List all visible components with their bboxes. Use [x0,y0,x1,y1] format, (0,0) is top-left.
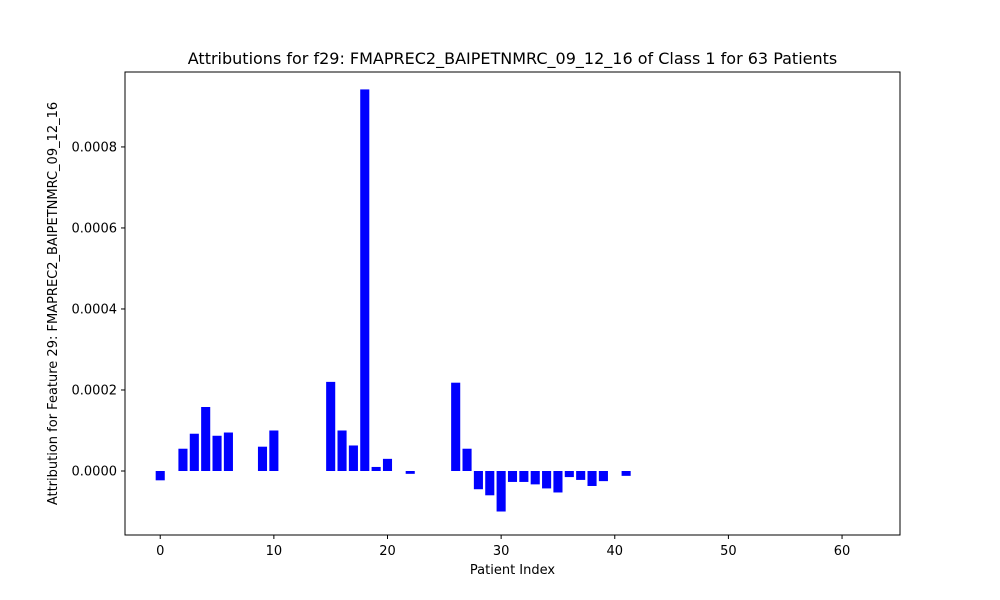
bar-patient-17 [348,445,358,471]
bar-patient-6 [223,432,233,471]
bar-patient-31 [507,471,518,482]
bar-patient-33 [530,471,540,485]
bar-patient-3 [189,433,199,471]
bar-patient-39 [598,471,608,482]
bar-patient-18 [360,89,370,472]
bar-patient-32 [519,471,529,482]
y-axis: 0.0000 0.0002 0.0004 0.0006 0.0008 [72,140,125,479]
bar-patient-38 [587,471,597,486]
bar-patient-37 [576,471,586,480]
bar-patient-36 [564,471,574,478]
bar-patient-9 [257,446,268,471]
x-tick-label: 60 [834,544,851,559]
bar-patient-2 [178,448,188,471]
bar-patient-16 [337,430,347,471]
y-tick-label: 0.0006 [72,221,118,236]
plot-frame [124,71,901,536]
bar-patient-30 [496,471,506,512]
x-axis-label: Patient Index [470,563,555,578]
bar-patient-27 [462,448,472,471]
bar-patient-5 [212,435,222,471]
bar-patient-0 [155,471,165,481]
bar-patient-29 [485,471,495,496]
bar-patient-15 [326,381,336,471]
y-axis-label: Attribution for Feature 29: FMAPREC2_BAI… [46,102,61,505]
y-tick-label: 0.0004 [72,302,118,317]
x-tick-label: 30 [493,544,510,559]
bar-patient-19 [371,466,381,471]
bar-patient-22 [405,471,415,474]
bar-patient-35 [553,471,563,493]
y-tick-label: 0.0002 [72,383,118,398]
bar-patient-20 [382,458,393,471]
bar-patient-4 [201,407,211,471]
x-axis: 0 10 20 30 40 50 60 [156,535,850,559]
bar-patient-28 [473,471,483,490]
x-tick-label: 10 [266,544,283,559]
y-tick-label: 0.0008 [72,140,118,155]
bar-patient-10 [269,430,279,471]
bars-group [155,89,631,512]
bar-patient-41 [621,471,631,476]
bar-patient-26 [451,382,461,471]
x-tick-label: 0 [156,544,164,559]
x-tick-label: 50 [720,544,737,559]
x-tick-label: 40 [606,544,623,559]
chart-title: Attributions for f29: FMAPREC2_BAIPETNMR… [188,49,837,69]
x-tick-label: 20 [379,544,396,559]
bar-patient-34 [542,471,552,489]
y-tick-label: 0.0000 [72,464,118,479]
